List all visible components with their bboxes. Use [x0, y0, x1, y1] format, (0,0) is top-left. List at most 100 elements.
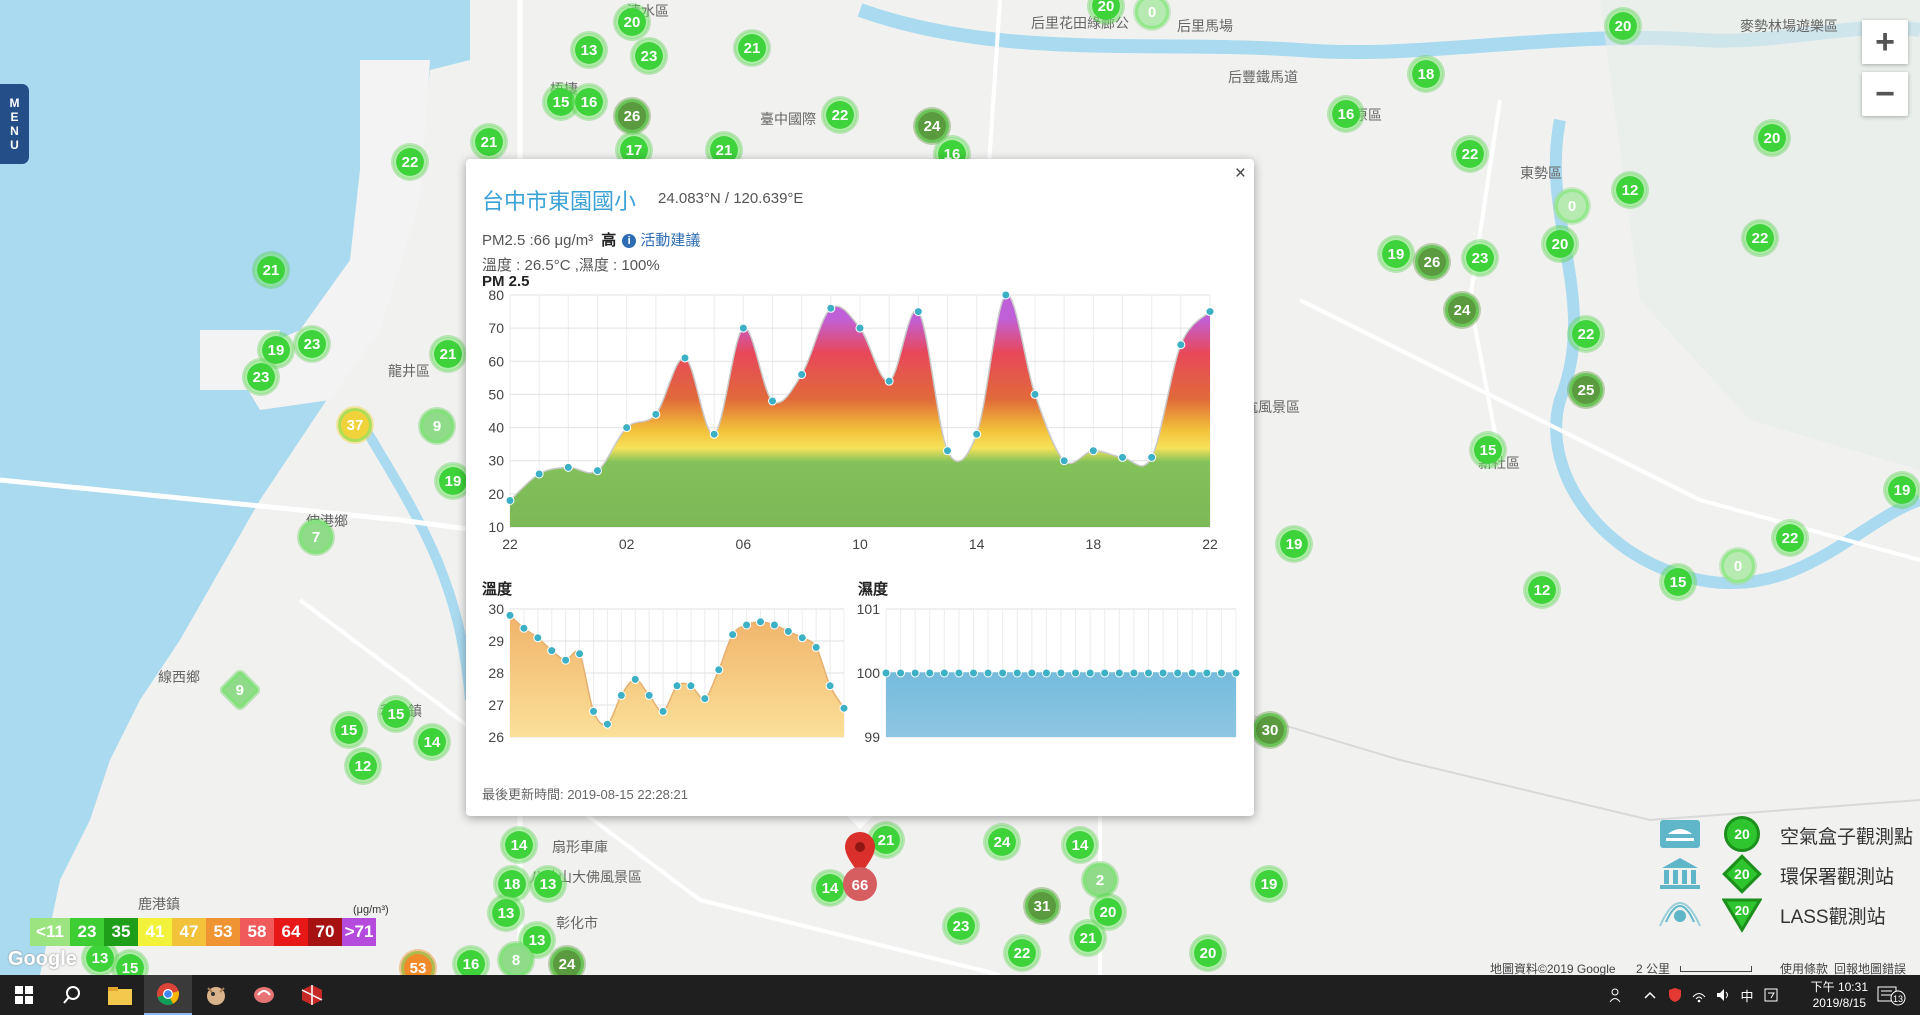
station-marker[interactable]: 12	[1525, 573, 1559, 607]
close-icon[interactable]: ×	[1234, 163, 1246, 184]
station-marker[interactable]: 7	[299, 520, 333, 554]
station-marker[interactable]: 23	[632, 39, 666, 73]
info-icon[interactable]: i	[622, 234, 637, 248]
station-marker[interactable]: 15	[332, 713, 366, 747]
station-marker[interactable]: 20	[1543, 227, 1577, 261]
station-marker[interactable]: 20	[615, 5, 649, 39]
station-marker[interactable]: 53	[401, 951, 435, 975]
terms-link[interactable]: 使用條款	[1780, 962, 1829, 975]
station-marker[interactable]: 22	[1773, 521, 1807, 555]
station-marker[interactable]: 20	[1091, 895, 1125, 929]
app-brain-icon[interactable]	[240, 975, 288, 1015]
station-marker[interactable]: 13	[572, 33, 606, 67]
data-point	[686, 681, 696, 691]
station-marker-value: 22	[1781, 529, 1799, 547]
station-marker[interactable]: 21	[431, 337, 465, 371]
station-marker[interactable]: 26	[615, 99, 649, 133]
station-marker-value: 24	[1453, 301, 1471, 319]
station-marker[interactable]: 22	[1453, 137, 1487, 171]
station-marker[interactable]: 19	[1277, 527, 1311, 561]
station-marker[interactable]: 13	[489, 896, 523, 930]
station-marker[interactable]: 22	[823, 98, 857, 132]
station-marker[interactable]: 2	[1083, 863, 1117, 897]
station-marker[interactable]: 22	[393, 145, 427, 179]
zoom-out-button[interactable]: −	[1862, 72, 1908, 116]
windows-start-icon[interactable]	[0, 975, 48, 1015]
notification-center-icon[interactable]: 13	[1872, 975, 1912, 1015]
station-marker[interactable]: 21	[735, 31, 769, 65]
volume-icon[interactable]	[1712, 975, 1734, 1015]
station-marker[interactable]: 20	[1755, 121, 1789, 155]
station-marker[interactable]: 13	[531, 867, 565, 901]
station-marker[interactable]: 15	[1471, 433, 1505, 467]
station-marker[interactable]: 20	[1191, 936, 1225, 970]
station-marker[interactable]: 21	[254, 253, 288, 287]
chevron-up-icon[interactable]	[1640, 975, 1660, 1015]
x-tick-label: 02	[619, 536, 635, 552]
pm-legend-swatch: 64	[274, 918, 308, 946]
clock[interactable]: 下午 10:31 2019/8/15	[1811, 979, 1868, 1011]
station-marker[interactable]: 15	[1661, 565, 1695, 599]
station-marker[interactable]: 37	[338, 408, 372, 442]
station-marker[interactable]: 23	[1463, 241, 1497, 275]
station-marker[interactable]: 16	[572, 85, 606, 119]
station-marker[interactable]: 18	[1409, 57, 1443, 91]
station-marker[interactable]: 12	[346, 749, 380, 783]
station-marker[interactable]: 19	[1379, 237, 1413, 271]
station-marker[interactable]: 21	[472, 125, 506, 159]
station-marker[interactable]: 14	[1063, 828, 1097, 862]
zoom-in-button[interactable]: +	[1862, 20, 1908, 64]
station-marker[interactable]: 22	[1743, 221, 1777, 255]
station-marker[interactable]: 14	[415, 725, 449, 759]
station-marker[interactable]: 9	[420, 409, 454, 443]
station-marker[interactable]: 19	[436, 464, 470, 498]
station-marker[interactable]: 12	[1613, 173, 1647, 207]
station-marker[interactable]: 23	[944, 909, 978, 943]
station-marker[interactable]: 19	[1252, 867, 1286, 901]
station-marker[interactable]: 31	[1025, 889, 1059, 923]
ime-mode-icon[interactable]	[1760, 975, 1782, 1015]
file-explorer-icon[interactable]	[96, 975, 144, 1015]
report-error-link[interactable]: 回報地圖錯誤	[1834, 962, 1907, 975]
app-goat-icon[interactable]	[192, 975, 240, 1015]
station-marker[interactable]: 23	[295, 327, 329, 361]
station-marker[interactable]: 14	[813, 871, 847, 905]
station-marker[interactable]: 16	[454, 947, 488, 975]
station-marker[interactable]: 20	[1089, 0, 1123, 23]
selected-station-pin[interactable]: 66	[843, 832, 877, 902]
station-marker[interactable]: 8	[499, 943, 533, 975]
station-marker[interactable]: 18	[495, 867, 529, 901]
app-sketchup-icon[interactable]	[288, 975, 336, 1015]
station-marker[interactable]: 14	[502, 828, 536, 862]
station-marker[interactable]: 16	[1329, 97, 1363, 131]
station-marker[interactable]: 25	[1569, 373, 1603, 407]
station-marker[interactable]: 30	[1253, 713, 1287, 747]
station-marker[interactable]: 22	[1005, 936, 1039, 970]
station-marker[interactable]: 21	[1071, 921, 1105, 955]
station-marker[interactable]: 0	[1555, 189, 1589, 223]
ime-indicator[interactable]: 中	[1740, 988, 1754, 1004]
activity-advice-link[interactable]: 活動建議	[640, 232, 701, 249]
chrome-icon[interactable]	[144, 975, 192, 1015]
station-marker[interactable]: 19	[1885, 473, 1919, 507]
search-icon[interactable]	[48, 975, 96, 1015]
station-marker[interactable]: 24	[1445, 293, 1479, 327]
people-icon[interactable]	[1604, 975, 1630, 1015]
station-marker[interactable]: 26	[1415, 245, 1449, 279]
station-marker[interactable]: 22	[1569, 317, 1603, 351]
network-icon[interactable]	[1688, 975, 1710, 1015]
station-marker[interactable]: 24	[550, 947, 584, 975]
station-marker[interactable]: 0	[1135, 0, 1169, 29]
station-marker[interactable]: 15	[113, 951, 147, 975]
station-marker[interactable]: 15	[379, 697, 413, 731]
station-marker[interactable]: 19	[259, 333, 293, 367]
station-marker[interactable]: 13	[83, 941, 117, 975]
station-marker[interactable]: 24	[985, 825, 1019, 859]
security-icon[interactable]	[1664, 975, 1686, 1015]
station-marker[interactable]: 23	[244, 360, 278, 394]
station-marker[interactable]: 20	[1606, 9, 1640, 43]
station-marker[interactable]: 0	[1721, 549, 1755, 583]
station-marker[interactable]: 21	[869, 823, 903, 857]
station-marker[interactable]: 24	[915, 109, 949, 143]
